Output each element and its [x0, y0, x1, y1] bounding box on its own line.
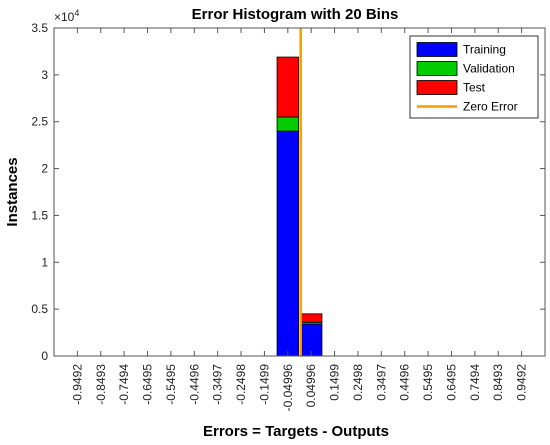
y-tick-label-2: 1: [41, 255, 48, 269]
legend-swatch-validation: [416, 61, 458, 76]
bar-test-10: [300, 313, 323, 323]
x-tick-label-13: 0.3497: [374, 364, 388, 401]
y-tick-label-1: 0.5: [31, 302, 48, 316]
x-tick-label-17: 0.7494: [468, 364, 482, 401]
y-tick-label-6: 3: [41, 68, 48, 82]
x-tick-label-8: -0.1499: [257, 364, 271, 405]
legend-label-training: Training: [463, 43, 506, 57]
y-tick-label-4: 2: [41, 162, 48, 176]
legend-swatch-test: [416, 80, 458, 95]
y-axis-multiplier: ×104: [54, 8, 79, 24]
x-tick-label-6: -0.3497: [211, 364, 225, 405]
x-tick-label-5: -0.4496: [187, 364, 201, 405]
x-tick-label-18: 0.8493: [491, 364, 505, 401]
x-tick-label-9: -0.04996: [281, 364, 295, 412]
x-axis-label: Errors = Targets - Outputs: [203, 423, 389, 440]
y-tick-label-5: 2.5: [31, 115, 48, 129]
x-tick-label-14: 0.4496: [398, 364, 412, 401]
y-tick-label-3: 1.5: [31, 208, 48, 222]
y-axis-label: Instances: [4, 157, 21, 226]
x-tick-label-7: -0.2498: [234, 364, 248, 405]
legend-label-zero-error: Zero Error: [463, 100, 518, 114]
x-tick-label-1: -0.8493: [94, 364, 108, 405]
legend: Training Validation Test Zero Error: [409, 35, 539, 119]
x-tick-label-3: -0.6495: [141, 364, 155, 405]
legend-label-validation: Validation: [463, 62, 515, 76]
x-tick-label-2: -0.7494: [117, 364, 131, 405]
y-axis: 0 0.5 1 1.5 2 2.5 3 3.5: [31, 21, 545, 363]
y-tick-label-0: 0: [41, 349, 48, 363]
x-tick-label-12: 0.2498: [351, 364, 365, 401]
x-axis: -0.9492 -0.8493 -0.7494 -0.6495 -0.5495 -0.44…: [70, 28, 529, 412]
bar-training-9: [276, 130, 299, 357]
chart-title: Error Histogram with 20 Bins: [192, 6, 399, 23]
x-tick-label-11: 0.1499: [328, 364, 342, 401]
x-tick-label-4: -0.5495: [164, 364, 178, 405]
bar-validation-9: [276, 116, 299, 132]
x-tick-label-15: 0.5495: [421, 364, 435, 401]
y-tick-label-7: 3.5: [31, 21, 48, 35]
x-tick-label-16: 0.6495: [444, 364, 458, 401]
x-tick-label-0: -0.9492: [70, 364, 84, 405]
legend-swatch-training: [416, 42, 458, 57]
x-tick-label-19: 0.9492: [515, 364, 529, 401]
legend-label-test: Test: [463, 81, 486, 95]
x-tick-label-10: 0.04996: [304, 364, 318, 408]
bar-test-9: [276, 56, 299, 118]
plot-frame: [53, 27, 546, 357]
